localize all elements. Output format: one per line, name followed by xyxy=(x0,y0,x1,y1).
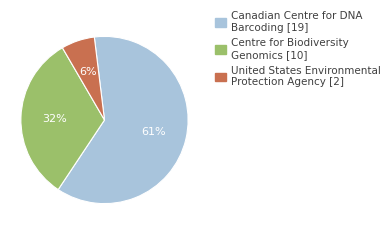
Text: 32%: 32% xyxy=(42,114,67,124)
Legend: Canadian Centre for DNA
Barcoding [19], Centre for Biodiversity
Genomics [10], U: Canadian Centre for DNA Barcoding [19], … xyxy=(214,10,380,88)
Text: 6%: 6% xyxy=(80,67,97,78)
Wedge shape xyxy=(21,48,104,190)
Text: 61%: 61% xyxy=(141,126,166,137)
Wedge shape xyxy=(58,36,188,204)
Wedge shape xyxy=(62,37,104,120)
